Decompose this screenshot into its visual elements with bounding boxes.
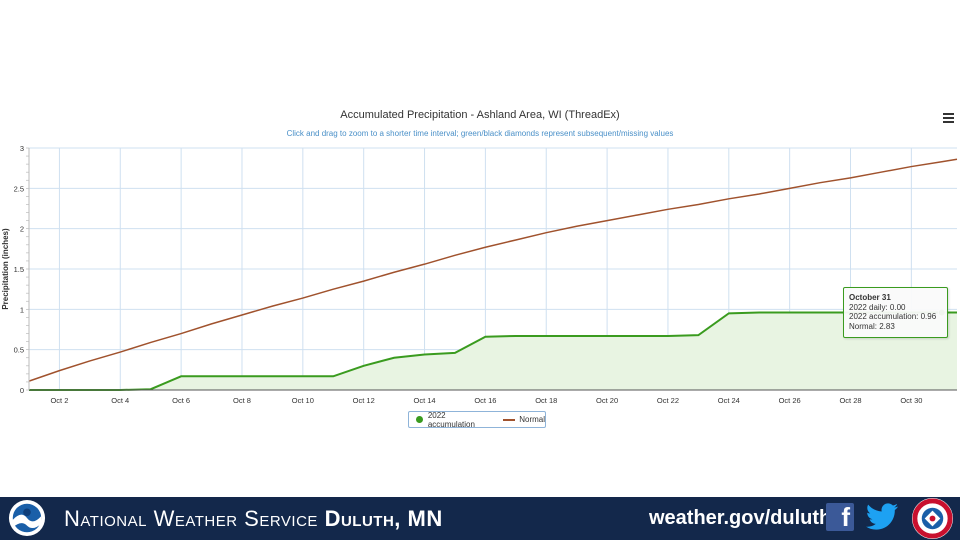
twitter-icon[interactable]: [865, 503, 899, 531]
footer-url[interactable]: weather.gov/duluth: [649, 507, 832, 529]
facebook-glyph: f: [841, 502, 850, 532]
y-tick-label: 3: [20, 144, 24, 153]
x-tick-label: Oct 2: [50, 396, 68, 405]
footer-office-prefix: National Weather Service: [64, 506, 318, 531]
legend-item-normal[interactable]: Normal: [493, 415, 545, 424]
x-tick-label: Oct 14: [413, 396, 435, 405]
tooltip-normal: Normal: 2.83: [849, 321, 895, 331]
x-tick-label: Oct 20: [596, 396, 618, 405]
legend-label-2022: 2022 accumulation: [427, 410, 475, 429]
y-tick-labels: 0 0.5 1 1.5 2 2.5 3: [14, 144, 24, 395]
legend-label-normal: Normal: [519, 415, 545, 424]
series-lines: [28, 158, 958, 391]
footer-office-name: National Weather Service Duluth, MN: [64, 506, 443, 532]
accumulation-area: [29, 312, 957, 390]
chart-subtitle: Click and drag to zoom to a shorter time…: [286, 129, 674, 138]
y-tick-label: 2: [20, 225, 24, 234]
chart-menu-icon[interactable]: [942, 112, 956, 124]
area-fill: [29, 312, 957, 390]
chart-title: Accumulated Precipitation - Ashland Area…: [340, 109, 620, 121]
nws-logo: [911, 497, 954, 540]
x-tick-label: Oct 8: [233, 396, 251, 405]
normal-line: [28, 158, 958, 382]
x-tick-label: Oct 18: [535, 396, 557, 405]
y-tick-label: 2.5: [14, 184, 24, 193]
y-axis-label: Precipitation (inches): [1, 228, 10, 310]
x-tick-label: Oct 4: [111, 396, 129, 405]
legend-marker-2022: [416, 416, 423, 423]
x-tick-label: Oct 30: [900, 396, 922, 405]
x-tick-labels: Oct 2 Oct 4 Oct 6 Oct 8 Oct 10 Oct 12 Oct 14 Oc…: [50, 396, 922, 405]
x-tick-label: Oct 16: [474, 396, 496, 405]
grid-lines: [29, 147, 957, 391]
legend-marker-normal: [503, 418, 516, 421]
tooltip-accumulation: 2022 accumulation: 0.96: [849, 312, 937, 322]
x-tick-label: Oct 24: [718, 396, 740, 405]
facebook-icon[interactable]: f: [826, 502, 854, 532]
x-tick-label: Oct 6: [172, 396, 190, 405]
tooltip-daily: 2022 daily: 0.00: [849, 302, 906, 312]
footer-office-location: Duluth, MN: [324, 506, 443, 531]
chart-legend: 2022 accumulation Normal: [408, 411, 546, 429]
y-tick-label: 0.5: [14, 346, 24, 355]
y-tick-label: 0: [20, 386, 24, 395]
tooltip-date: October 31: [849, 293, 891, 302]
chart-plot[interactable]: 0 0.5 1 1.5 2 2.5 3 Oct 2 Oct 4 Oct 6 Oct 8 Oct 10…: [0, 140, 960, 405]
noaa-logo: [8, 499, 46, 537]
x-tick-label: Oct 10: [292, 396, 314, 405]
x-tick-label: Oct 26: [779, 396, 801, 405]
x-tick-label: Oct 28: [839, 396, 861, 405]
y-tick-label: 1: [20, 305, 24, 314]
accumulation-line: [29, 311, 957, 391]
x-tick-label: Oct 22: [657, 396, 679, 405]
axes: [26, 147, 957, 391]
x-tick-label: Oct 12: [353, 396, 375, 405]
y-tick-label: 1.5: [14, 265, 24, 274]
legend-item-2022-accumulation[interactable]: 2022 accumulation: [409, 411, 493, 429]
chart-tooltip: October 31 2022 daily: 0.00 2022 accumul…: [843, 287, 948, 338]
footer-banner: National Weather Service Duluth, MN weat…: [0, 497, 960, 540]
